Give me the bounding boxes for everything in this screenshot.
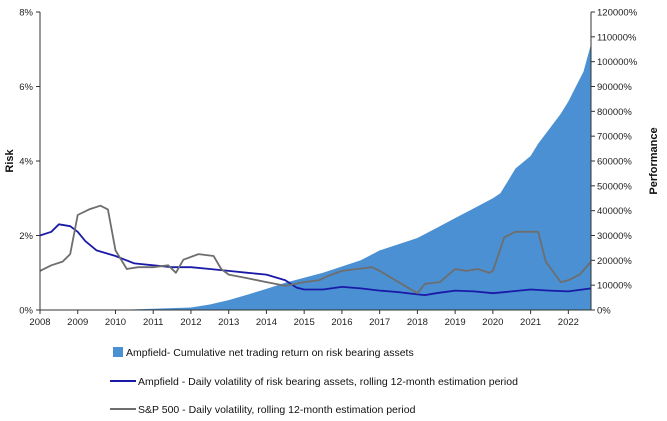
x-tick-label: 2016: [331, 317, 352, 328]
left-tick-label: 4%: [19, 157, 33, 168]
right-tick-label: 40000%: [597, 206, 632, 217]
legend-label-ampfield-volatility: Ampfield - Daily volatility of risk bear…: [138, 376, 518, 388]
legend-swatch-cumulative-return: [113, 347, 123, 357]
series-line-sp500-volatility: [39, 204, 592, 295]
x-tick-label: 2013: [218, 317, 239, 328]
right-axis-title: Performance: [648, 127, 660, 194]
left-tick-label: 6%: [19, 82, 33, 93]
left-tick-label: 0%: [19, 306, 33, 317]
x-tick-label: 2017: [369, 317, 390, 328]
x-tick-label: 2012: [180, 317, 201, 328]
series-line-ampfield-volatility: [39, 223, 592, 296]
right-tick-label: 60000%: [597, 157, 632, 168]
x-tick-label: 2010: [105, 317, 126, 328]
x-tick-label: 2011: [143, 317, 163, 328]
right-tick-label: 120000%: [597, 8, 638, 19]
right-tick-label: 110000%: [597, 32, 637, 43]
x-tick-label: 2019: [445, 317, 466, 328]
x-tick-label: 2022: [558, 317, 579, 328]
x-tick-label: 2009: [67, 317, 88, 328]
right-tick-label: 100000%: [597, 57, 638, 68]
right-tick-label: 0%: [597, 306, 611, 317]
x-tick-label: 2014: [256, 317, 277, 328]
series-area-cumulative-return: [40, 44, 591, 311]
legend-label-sp500-volatility: S&P 500 - Daily volatility, rolling 12-m…: [138, 404, 416, 416]
right-tick-label: 80000%: [597, 107, 632, 118]
right-tick-label: 50000%: [597, 181, 632, 192]
x-tick-label: 2020: [482, 317, 503, 328]
left-tick-label: 2%: [19, 231, 33, 242]
right-tick-label: 30000%: [597, 231, 632, 242]
left-axis-title: Risk: [4, 149, 16, 173]
legend-label-cumulative-return: Ampfield- Cumulative net trading return …: [126, 347, 414, 359]
left-tick-label: 8%: [19, 8, 33, 19]
right-tick-label: 10000%: [597, 281, 632, 292]
right-tick-label: 70000%: [597, 132, 632, 143]
x-tick-label: 2015: [294, 317, 315, 328]
x-tick-label: 2008: [29, 317, 50, 328]
x-tick-label: 2018: [407, 317, 428, 328]
right-tick-label: 90000%: [597, 82, 632, 93]
right-tick-label: 20000%: [597, 256, 632, 267]
x-tick-label: 2021: [520, 317, 541, 328]
